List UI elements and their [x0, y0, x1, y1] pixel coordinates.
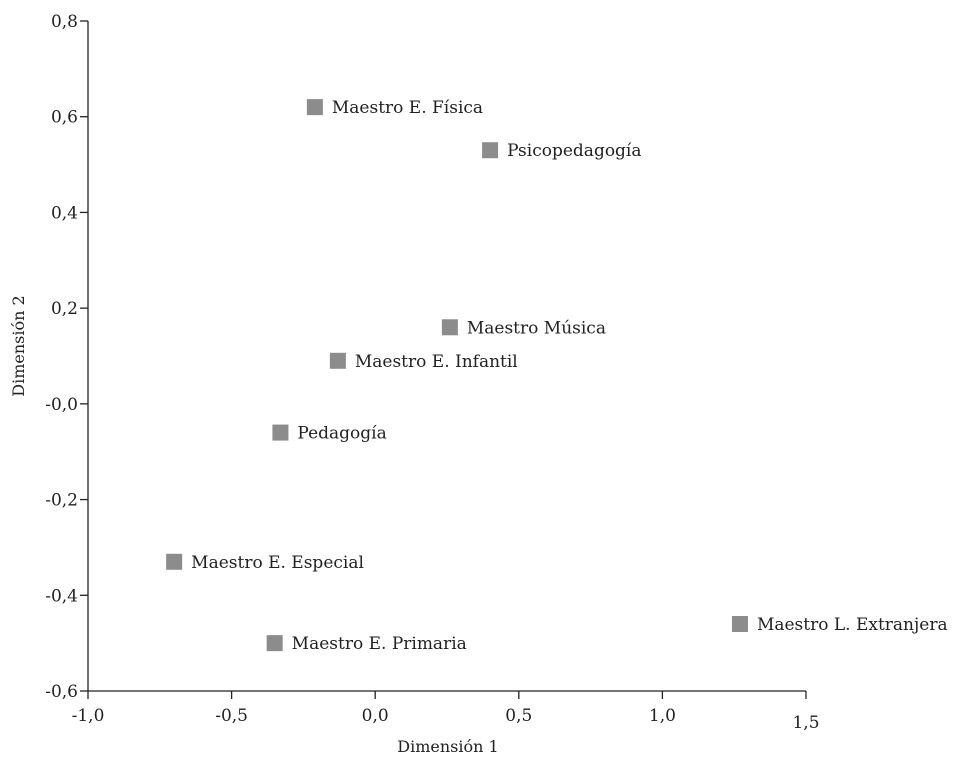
y-tick-label: -0,0 — [45, 395, 78, 415]
data-point-label: Maestro Música — [467, 318, 606, 338]
y-tick-label: -0,2 — [45, 491, 78, 511]
data-point-marker — [329, 352, 346, 369]
data-point-marker — [272, 424, 289, 441]
x-tick-label: -1,0 — [72, 706, 105, 726]
x-axis-title: Dimensión 1 — [397, 737, 498, 756]
data-point-marker — [731, 616, 748, 632]
x-tick-label: 1,0 — [649, 706, 676, 726]
data-point-marker — [266, 635, 283, 652]
data-point-label: Psicopedagogía — [507, 141, 641, 161]
data-point-label: Maestro E. Infantil — [355, 352, 518, 372]
data-point-marker — [166, 553, 183, 570]
data-point-marker — [306, 99, 323, 116]
y-tick-label: 0,4 — [51, 203, 78, 223]
y-tick-label: 0,2 — [51, 299, 78, 319]
x-tick-label: 1,5 — [792, 713, 819, 733]
x-tick-label: 0,5 — [505, 706, 532, 726]
y-tick-label: 0,6 — [51, 108, 78, 128]
data-points: Maestro E. Física Psicopedagogía Maestro M… — [166, 98, 948, 654]
data-point-label: Pedagogía — [297, 424, 386, 444]
data-point-label: Maestro E. Física — [332, 98, 483, 118]
data-point-label: Maestro E. Especial — [191, 553, 364, 573]
data-point-marker — [482, 142, 499, 159]
data-point-marker — [441, 319, 458, 336]
data-point-label: Maestro L. Extranjera — [757, 615, 948, 635]
y-tick-label: -0,4 — [45, 586, 78, 606]
y-axis-title: Dimensión 2 — [9, 295, 28, 396]
x-tick-label: -0,5 — [215, 706, 248, 726]
axes: -1,0 -0,5 0,0 0,5 1,0 1,5 -0,6 -0,4 -0,2 -0,0 0,2 0… — [45, 12, 819, 733]
data-point-label: Maestro E. Primaria — [292, 634, 467, 654]
y-tick-label: 0,8 — [51, 12, 78, 32]
x-tick-label: 0,0 — [362, 706, 389, 726]
y-tick-label: -0,6 — [45, 682, 78, 702]
